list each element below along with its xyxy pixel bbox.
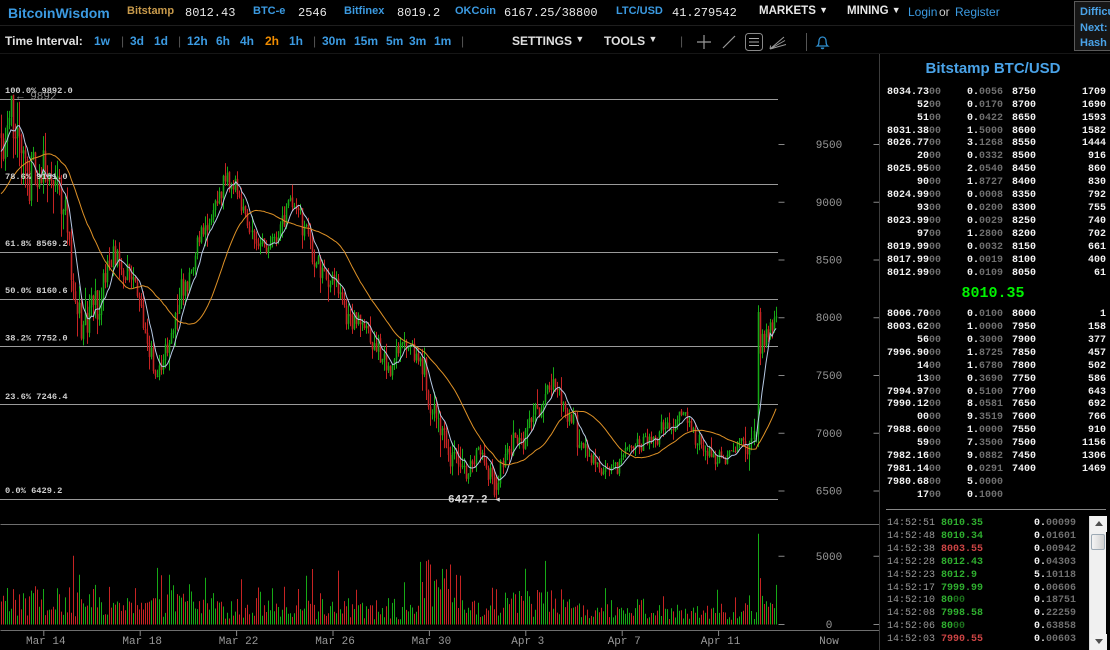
svg-text:Mar 26: Mar 26	[315, 636, 355, 648]
svg-text:6500: 6500	[816, 487, 842, 499]
svg-text:100.0% 9892.0: 100.0% 9892.0	[5, 86, 73, 96]
svg-text:8500: 8500	[816, 256, 842, 268]
svg-text:61.8% 8569.2: 61.8% 8569.2	[5, 239, 68, 249]
svg-text:Mar 14: Mar 14	[26, 636, 66, 648]
svg-text:0: 0	[826, 620, 833, 632]
svg-text:Now: Now	[819, 636, 839, 648]
svg-text:7000: 7000	[816, 429, 842, 441]
svg-text:Mar 22: Mar 22	[219, 636, 259, 648]
svg-text:0.0% 6429.2: 0.0% 6429.2	[5, 486, 62, 496]
svg-text:Mar 18: Mar 18	[122, 636, 162, 648]
svg-text:6427.2 ◂: 6427.2 ◂	[448, 495, 501, 507]
svg-text:← 9892: ← 9892	[17, 92, 57, 104]
svg-text:Mar 30: Mar 30	[412, 636, 452, 648]
svg-text:Apr 11: Apr 11	[701, 636, 741, 648]
svg-text:8000: 8000	[816, 313, 842, 325]
svg-text:9000: 9000	[816, 198, 842, 210]
svg-text:23.6% 7246.4: 23.6% 7246.4	[5, 392, 68, 402]
svg-text:Apr 7: Apr 7	[608, 636, 641, 648]
svg-text:5000: 5000	[816, 552, 842, 564]
svg-text:9500: 9500	[816, 140, 842, 152]
svg-text:50.0% 8160.6: 50.0% 8160.6	[5, 286, 68, 296]
svg-text:Apr 3: Apr 3	[511, 636, 544, 648]
svg-text:78.6% 9151.0: 78.6% 9151.0	[5, 172, 68, 182]
svg-text:38.2% 7752.0: 38.2% 7752.0	[5, 333, 68, 343]
svg-text:7500: 7500	[816, 371, 842, 383]
